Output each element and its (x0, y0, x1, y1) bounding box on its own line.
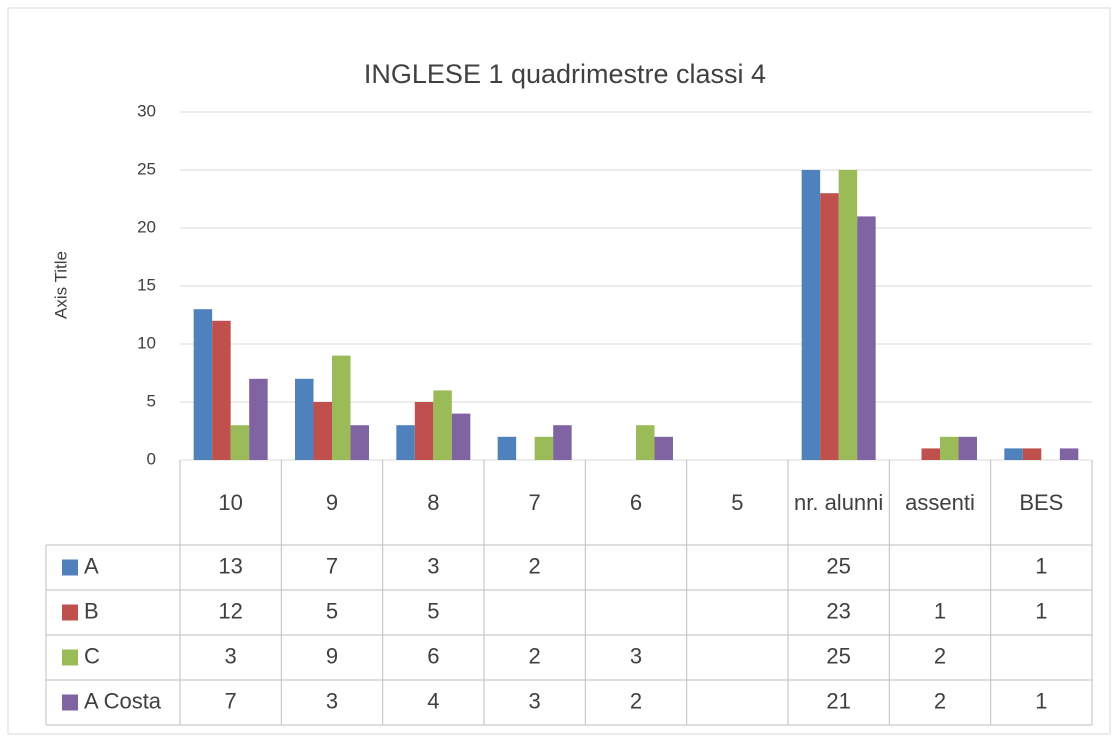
bar (820, 193, 839, 460)
legend-key (62, 604, 78, 621)
y-tick-label: 0 (147, 449, 156, 468)
table-value: 21 (826, 688, 850, 713)
table-value: 3 (326, 688, 338, 713)
y-axis-title: Axis Title (51, 251, 70, 319)
bar (801, 170, 821, 460)
x-tick-label: 10 (218, 489, 243, 515)
bar (1004, 448, 1023, 460)
bar (636, 425, 655, 460)
bar (838, 170, 858, 460)
table-value: 25 (826, 553, 850, 578)
table-value: 7 (326, 553, 338, 578)
bar (350, 425, 369, 460)
x-tick-label: 5 (731, 489, 744, 515)
bar (940, 436, 959, 460)
x-tick-label: 6 (629, 489, 643, 515)
bar (921, 448, 940, 460)
y-tick-label: 5 (147, 391, 156, 410)
legend-label: C (84, 643, 100, 668)
table-value: 2 (529, 643, 541, 668)
bar (414, 402, 434, 460)
table-value: 2 (934, 643, 946, 668)
table-value: 5 (326, 598, 338, 623)
bar (295, 378, 314, 460)
table-value: 4 (427, 688, 439, 713)
bar (857, 216, 876, 460)
table-value: 1 (1035, 688, 1047, 713)
y-tick-label: 10 (137, 333, 156, 352)
bar (1059, 448, 1079, 460)
bar (654, 436, 673, 460)
table-value: 2 (934, 688, 946, 713)
bar (497, 436, 517, 460)
bar (553, 425, 572, 460)
table-value: 2 (630, 688, 642, 713)
legend-label: B (84, 598, 99, 623)
bar (433, 390, 452, 460)
bar (313, 402, 332, 460)
table-value: 6 (427, 643, 439, 668)
x-tick-label: 8 (427, 489, 440, 515)
legend-key (62, 694, 78, 711)
bar (193, 309, 213, 460)
table-value: 3 (427, 553, 439, 578)
table-value: 7 (225, 688, 237, 713)
table-value: 12 (218, 598, 242, 623)
chart-title: INGLESE 1 quadrimestre classi 4 (364, 59, 766, 89)
y-tick-label: 15 (137, 275, 156, 294)
table-value: 9 (326, 643, 338, 668)
bar (958, 436, 977, 460)
chart-border (7, 7, 1111, 735)
bar (230, 425, 250, 460)
legend-label: A (84, 553, 99, 578)
bar (332, 355, 351, 460)
x-tick-label: assenti (905, 489, 975, 515)
table-value: 5 (427, 598, 439, 623)
bar (451, 413, 471, 460)
table-value: 13 (218, 553, 242, 578)
table-value: 2 (529, 553, 541, 578)
y-tick-label: 25 (137, 159, 156, 178)
table-value: 25 (826, 643, 850, 668)
x-tick-label: nr. alunni (794, 489, 884, 515)
x-tick-label: 9 (325, 489, 339, 515)
table-value: 1 (1035, 553, 1047, 578)
y-tick-label: 30 (137, 101, 156, 120)
table-value: 3 (630, 643, 642, 668)
y-tick-label: 20 (137, 217, 156, 236)
legend-label: A Costa (84, 688, 162, 713)
table-value: 1 (934, 598, 946, 623)
bar (1022, 448, 1042, 460)
bar (249, 378, 268, 460)
bar (396, 425, 415, 460)
table-value: 3 (529, 688, 541, 713)
x-tick-label: 7 (528, 489, 541, 515)
table-value: 3 (225, 643, 237, 668)
bar (212, 320, 231, 460)
legend-key (62, 559, 78, 576)
x-tick-label: BES (1019, 489, 1064, 515)
table-value: 1 (1035, 598, 1047, 623)
table-value: 23 (826, 598, 850, 623)
bar (534, 436, 554, 460)
legend-key (62, 649, 78, 666)
